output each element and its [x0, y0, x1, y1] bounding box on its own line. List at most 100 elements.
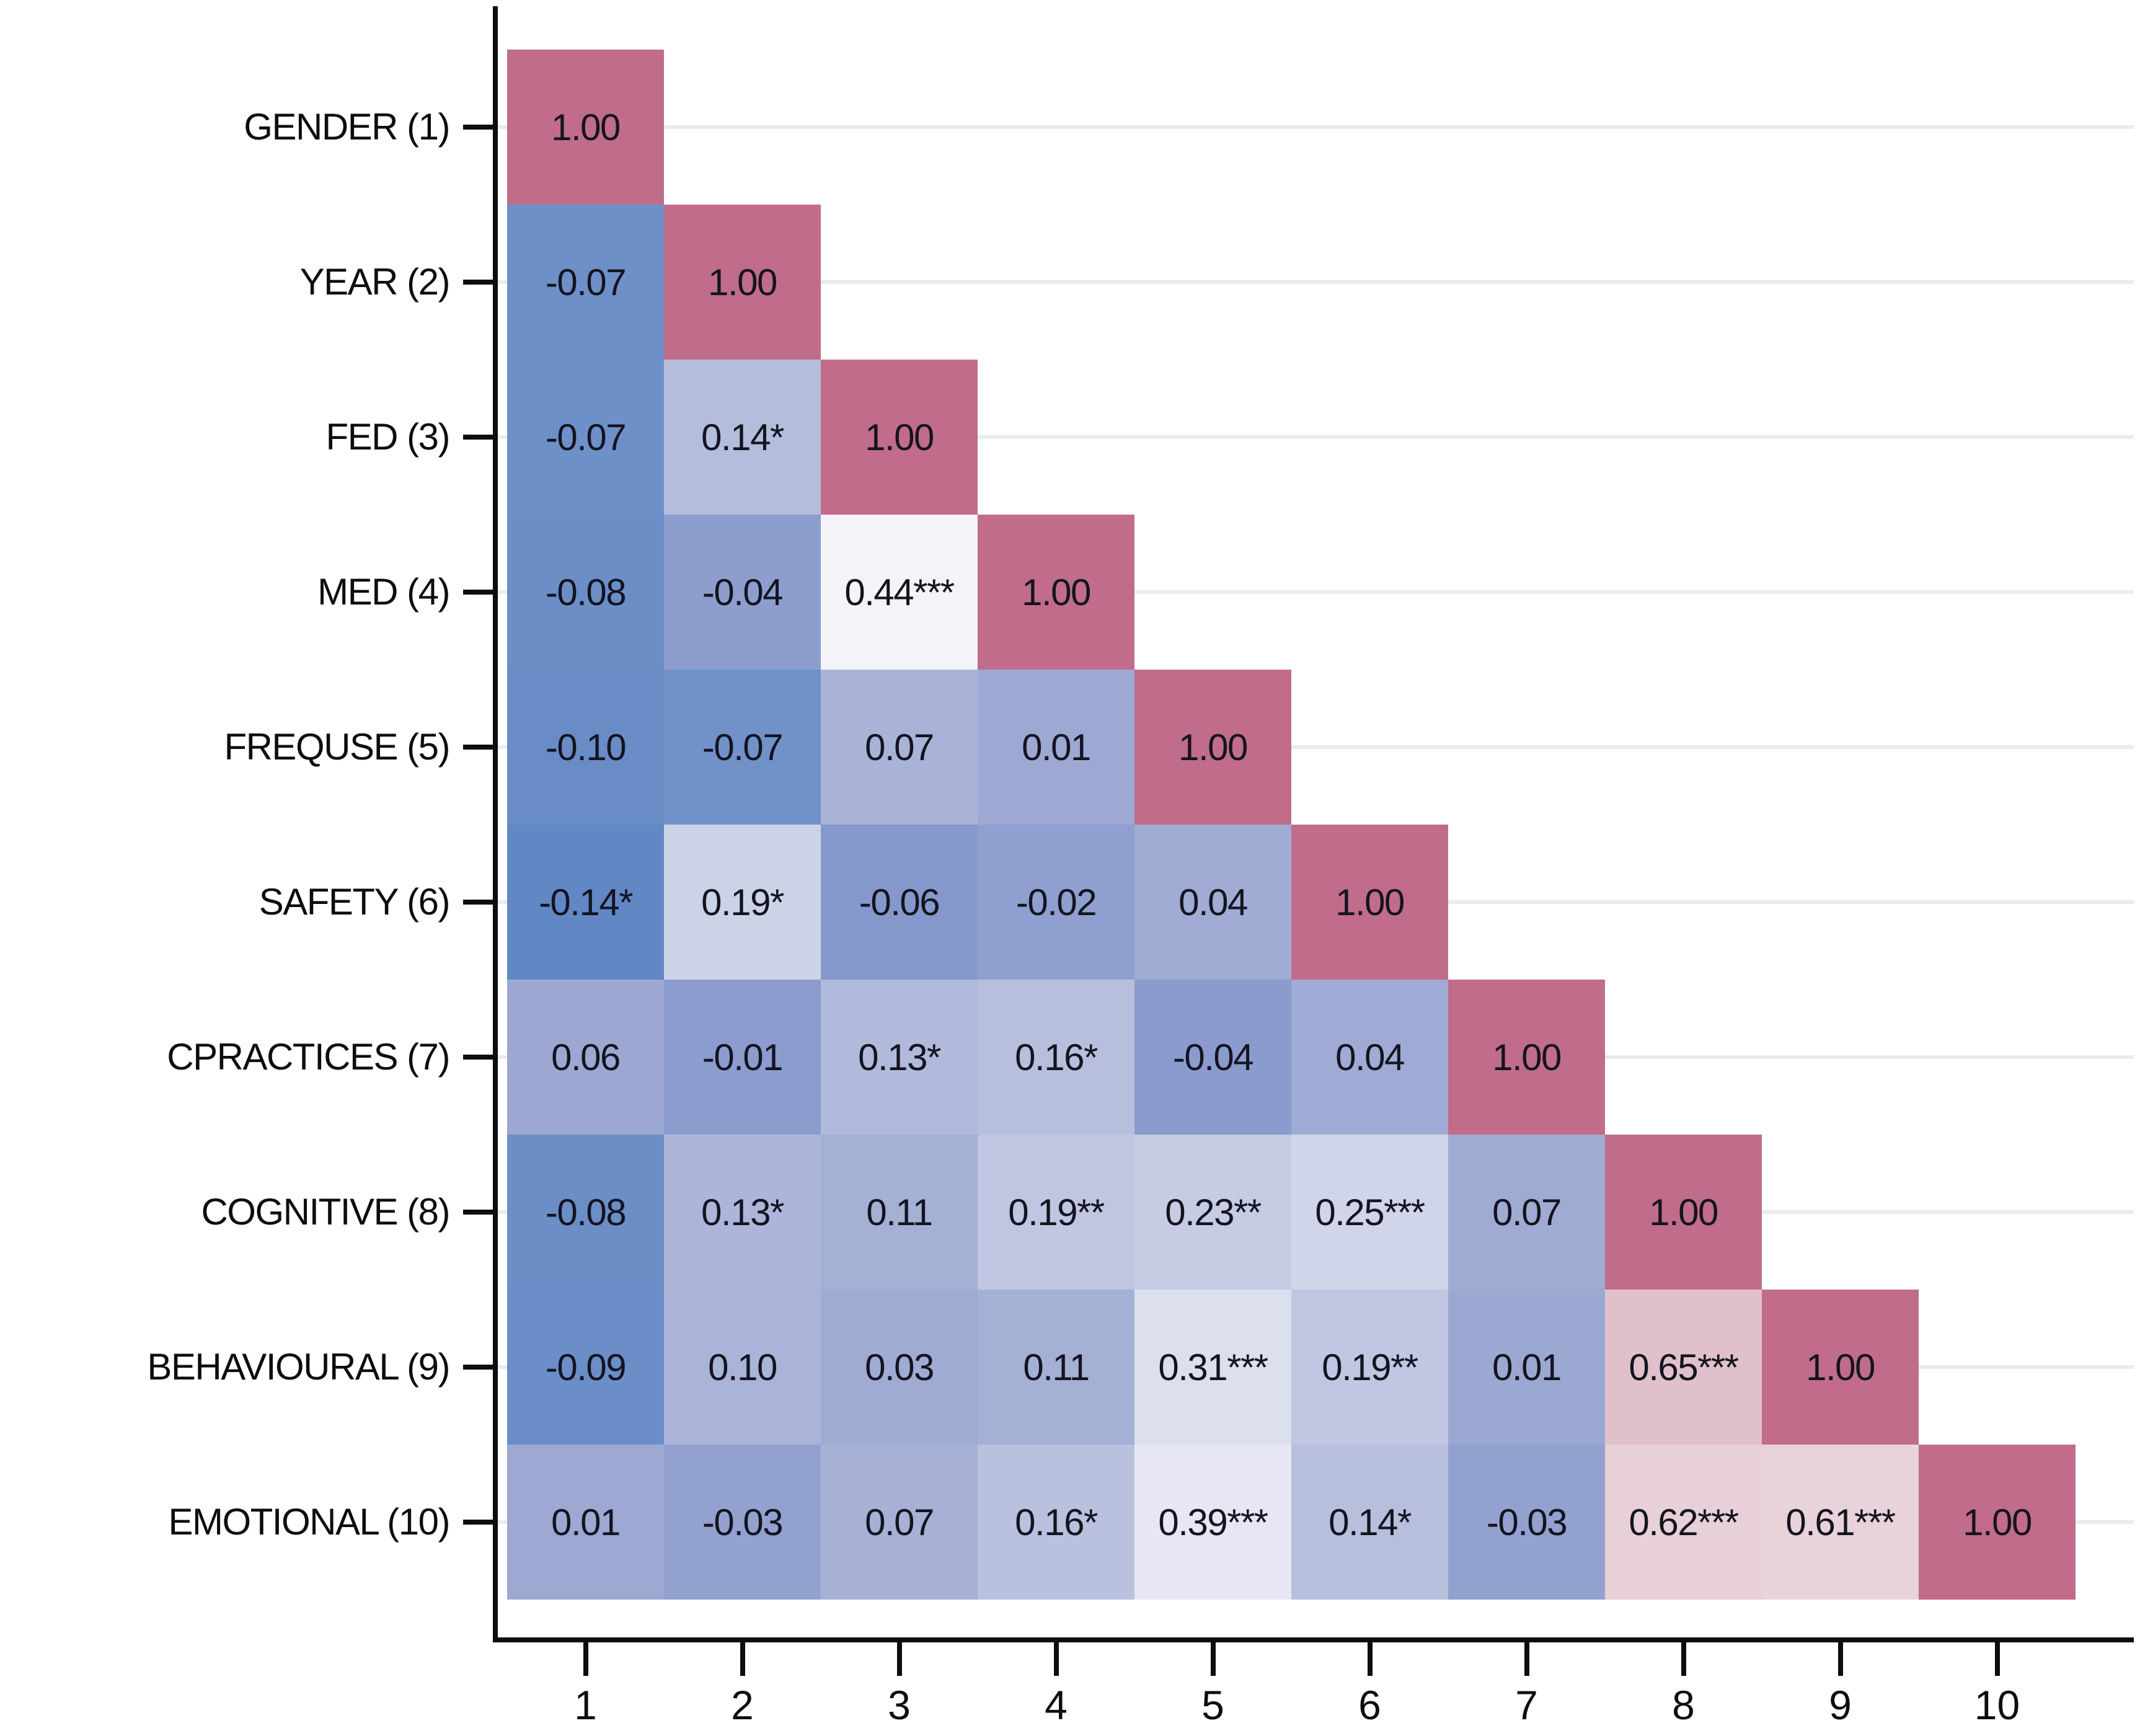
x-tick-label: 4	[1045, 1682, 1068, 1728]
gridline	[498, 125, 2134, 129]
heatmap-cell: 0.23**	[1134, 1135, 1291, 1290]
heatmap-cell: 0.04	[1134, 825, 1291, 980]
row-label: FED (3)	[325, 416, 451, 458]
correlation-value: 1.00	[551, 106, 621, 148]
gridline	[498, 280, 2134, 284]
correlation-value: -0.01	[702, 1036, 784, 1078]
correlation-value: 1.00	[1335, 881, 1405, 923]
x-tick	[583, 1642, 588, 1676]
heatmap-cell: 0.65***	[1605, 1290, 1762, 1445]
gridline	[498, 435, 2134, 439]
correlation-value: -0.03	[1486, 1501, 1568, 1543]
heatmap-cell: 0.14*	[1291, 1445, 1448, 1600]
x-tick-label: 10	[1974, 1682, 2020, 1728]
x-tick-label: 8	[1672, 1682, 1695, 1728]
correlation-value: 0.01	[1022, 726, 1091, 768]
heatmap-cell: 0.25***	[1291, 1135, 1448, 1290]
heatmap-cell: 0.01	[1448, 1290, 1605, 1445]
x-tick-label: 3	[888, 1682, 911, 1728]
correlation-value: -0.07	[702, 726, 784, 768]
heatmap-cell: 0.14*	[664, 360, 821, 515]
correlation-value: 0.07	[865, 726, 934, 768]
gridline	[498, 745, 2134, 749]
correlation-value: 0.03	[865, 1346, 934, 1388]
x-tick-label: 6	[1358, 1682, 1381, 1728]
heatmap-cell: 1.00	[664, 205, 821, 360]
heatmap-cell: -0.04	[664, 515, 821, 670]
row-label: BEHAVIOURAL (9)	[147, 1346, 450, 1388]
x-tick	[1837, 1642, 1843, 1676]
heatmap-cell: 0.06	[507, 980, 664, 1135]
heatmap-cell: 0.11	[978, 1290, 1134, 1445]
correlation-value: 0.14*	[701, 416, 784, 458]
correlation-value: 1.00	[1963, 1501, 2032, 1543]
correlation-value: 1.00	[1492, 1036, 1562, 1078]
correlation-value: 0.16*	[1015, 1501, 1098, 1543]
correlation-value: 0.16*	[1015, 1036, 1098, 1078]
heatmap-cell: 0.61***	[1762, 1445, 1919, 1600]
correlation-value: 0.39***	[1158, 1501, 1268, 1543]
heatmap-cell: -0.01	[664, 980, 821, 1135]
correlation-value: 0.13*	[858, 1036, 941, 1078]
heatmap-cell: 0.07	[821, 1445, 978, 1600]
x-tick	[1367, 1642, 1373, 1676]
correlation-value: 0.65***	[1629, 1346, 1739, 1388]
y-tick	[463, 1055, 493, 1060]
x-tick	[1994, 1642, 2000, 1676]
row-label: YEAR (2)	[299, 261, 451, 303]
x-tick-label: 9	[1829, 1682, 1852, 1728]
correlation-value: 0.23**	[1165, 1191, 1262, 1233]
heatmap-cell: -0.08	[507, 515, 664, 670]
y-tick	[463, 1210, 493, 1215]
heatmap-cell: 0.19**	[1291, 1290, 1448, 1445]
row-label: MED (4)	[317, 571, 450, 613]
heatmap-cell: -0.08	[507, 1135, 664, 1290]
y-tick	[463, 900, 493, 905]
correlation-value: 0.07	[1492, 1191, 1562, 1233]
heatmap-cell: 1.00	[1291, 825, 1448, 980]
x-tick	[1681, 1642, 1686, 1676]
correlation-value: 0.07	[865, 1501, 934, 1543]
heatmap-cell: 0.31***	[1134, 1290, 1291, 1445]
correlation-value: 0.25***	[1315, 1191, 1425, 1233]
x-tick-label: 1	[574, 1682, 597, 1728]
correlation-value: 0.04	[1178, 881, 1248, 923]
x-tick	[740, 1642, 745, 1676]
correlation-value: -0.10	[545, 726, 627, 768]
correlation-value: 1.00	[1178, 726, 1248, 768]
correlation-value: 0.19**	[1322, 1346, 1418, 1388]
correlation-value: -0.09	[545, 1346, 627, 1388]
heatmap-cell: 1.00	[1605, 1135, 1762, 1290]
x-axis-line	[493, 1637, 2134, 1642]
y-tick	[463, 1365, 493, 1370]
x-tick	[1210, 1642, 1216, 1676]
heatmap-cell: 1.00	[821, 360, 978, 515]
heatmap-cell: -0.06	[821, 825, 978, 980]
correlation-value: 0.19*	[701, 881, 784, 923]
correlation-value: 0.44***	[844, 571, 955, 613]
correlation-value: 0.61***	[1785, 1501, 1896, 1543]
x-tick	[1524, 1642, 1529, 1676]
heatmap-cell: -0.04	[1134, 980, 1291, 1135]
heatmap-cell: 0.13*	[821, 980, 978, 1135]
correlation-value: 1.00	[1022, 571, 1091, 613]
correlation-value: -0.06	[859, 881, 940, 923]
heatmap-cell: -0.03	[1448, 1445, 1605, 1600]
heatmap-cell: 0.16*	[978, 980, 1134, 1135]
heatmap-cell: 0.01	[507, 1445, 664, 1600]
heatmap-cell: 1.00	[1762, 1290, 1919, 1445]
correlation-value: -0.03	[702, 1501, 784, 1543]
y-axis-line	[493, 6, 498, 1642]
heatmap-cell: 1.00	[507, 50, 664, 205]
heatmap-cell: 0.04	[1291, 980, 1448, 1135]
correlation-value: -0.07	[545, 416, 627, 458]
correlation-value: 0.04	[1335, 1036, 1405, 1078]
x-tick	[896, 1642, 902, 1676]
correlation-value: 0.11	[1023, 1346, 1090, 1388]
row-label: CPRACTICES (7)	[167, 1036, 450, 1078]
heatmap-cell: 0.03	[821, 1290, 978, 1445]
x-tick-label: 5	[1201, 1682, 1224, 1728]
y-tick	[463, 435, 493, 440]
y-tick	[463, 280, 493, 285]
correlation-value: -0.04	[1172, 1036, 1254, 1078]
